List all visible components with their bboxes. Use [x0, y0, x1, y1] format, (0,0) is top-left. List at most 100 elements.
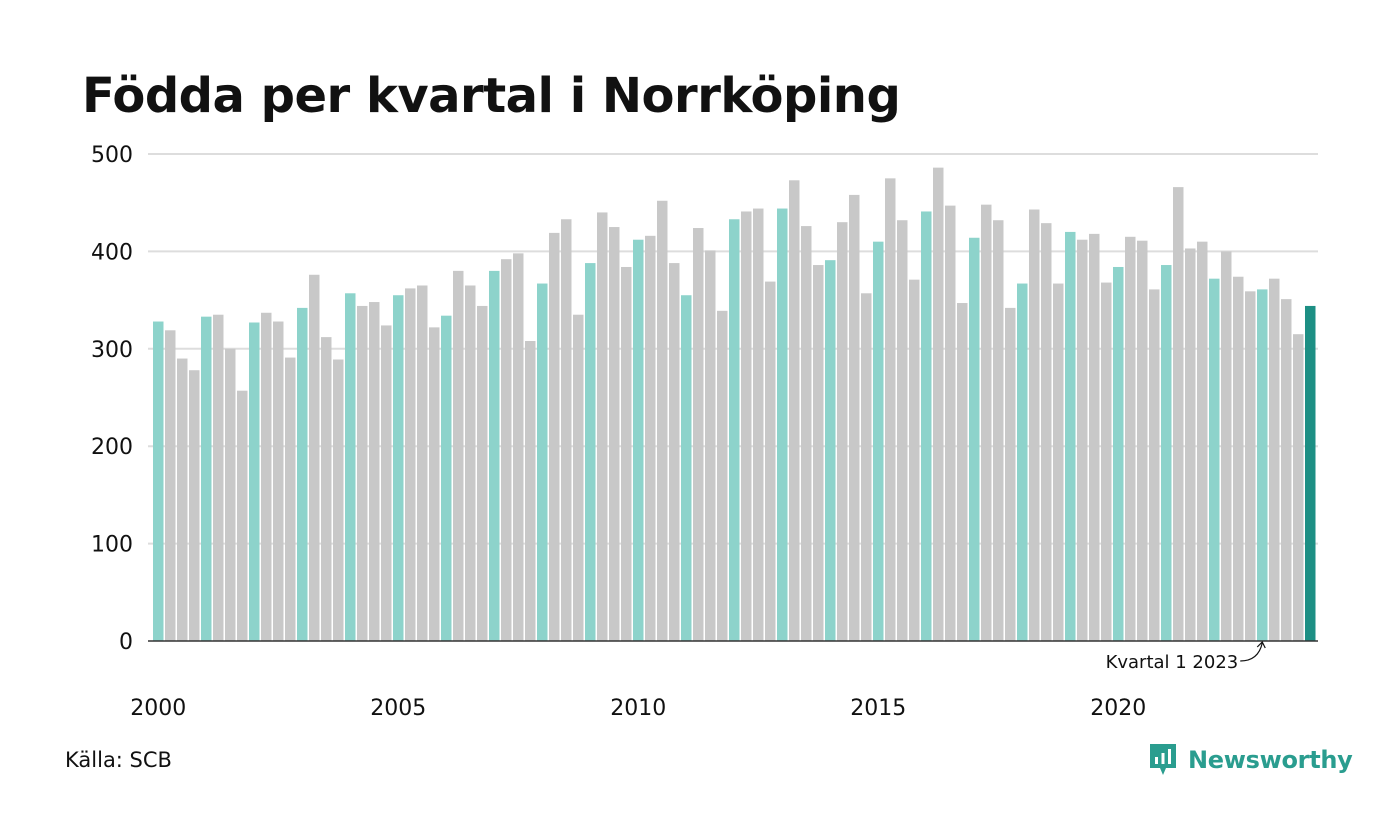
bar-2014-q3 [849, 194, 860, 641]
bar-2018-q4 [1053, 283, 1064, 641]
x-tick-label: 2010 [610, 696, 666, 721]
bar-2001-q2 [213, 314, 224, 641]
bar-2018-q3 [1041, 223, 1052, 642]
y-tick-label: 200 [91, 435, 133, 460]
bar-2005-q2 [405, 288, 416, 641]
bar-2016-q2 [933, 167, 944, 642]
y-axis-ticks: 0 100 200 300 400 500 [91, 143, 133, 655]
bar-2003-q2 [309, 274, 320, 641]
bar-2018-q2 [1029, 209, 1040, 641]
bar-2007-q4 [525, 341, 536, 641]
bar-2009-q3 [609, 227, 620, 642]
bar-2015-q1 [873, 241, 884, 641]
y-tick-label: 0 [119, 630, 133, 655]
bar-2020-q3 [1137, 240, 1148, 641]
bar-2010-q1 [633, 239, 644, 641]
bar-2015-q4 [909, 279, 920, 641]
bar-2000-q2 [165, 330, 176, 641]
bar-2005-q4 [429, 327, 440, 641]
bar-2002-q1 [249, 322, 260, 641]
bar-2003-q4 [333, 359, 344, 641]
bar-2017-q2 [981, 204, 992, 641]
bar-2003-q1 [297, 307, 308, 641]
y-tick-label: 400 [91, 240, 133, 265]
bar-2022-q1 [1209, 278, 1220, 641]
bar-2012-q1 [729, 219, 740, 641]
y-tick-label: 500 [91, 143, 133, 168]
bar-2000-q1 [153, 321, 164, 641]
bar-2021-q1 [1161, 265, 1172, 641]
bar-2023-q4 [1293, 334, 1304, 641]
bar-2014-q4 [861, 293, 872, 641]
bar-2005-q1 [393, 295, 404, 641]
bar-2010-q2 [645, 235, 656, 642]
source-label: Källa: SCB [65, 748, 172, 772]
bar-2014-q1 [825, 260, 836, 641]
bar-2021-q3 [1185, 248, 1196, 641]
bar-2006-q4 [477, 305, 488, 641]
bar-2001-q1 [201, 316, 212, 641]
bar-2012-q2 [741, 211, 752, 641]
y-tick-label: 300 [91, 338, 133, 363]
bar-2008-q3 [561, 219, 572, 641]
bar-2006-q2 [453, 270, 464, 641]
bar-2015-q2 [885, 178, 896, 641]
bar-2019-q3 [1089, 233, 1100, 642]
bar-2017-q1 [969, 237, 980, 641]
bar-2009-q2 [597, 212, 608, 641]
bar-2023-q1 [1257, 289, 1268, 641]
bar-2022-q2 [1221, 251, 1232, 641]
bar-2002-q4 [285, 357, 296, 641]
bar-2000-q4 [189, 370, 200, 641]
bar-2003-q3 [321, 337, 332, 641]
x-axis-ticks: 2000 2005 2010 2015 2020 [130, 696, 1146, 721]
bar-2012-q4 [765, 281, 776, 641]
newsworthy-logo-icon [1150, 744, 1176, 775]
bar-2013-q4 [813, 265, 824, 641]
bar-2020-q4 [1149, 289, 1160, 641]
bar-2008-q2 [549, 232, 560, 642]
bar-2023-q2 [1269, 278, 1280, 641]
bar-2002-q3 [273, 321, 284, 641]
bar-2015-q3 [897, 220, 908, 641]
bar-2005-q3 [417, 285, 428, 641]
bar-2004-q3 [369, 302, 380, 641]
bars [153, 167, 1316, 642]
bar-2010-q4 [669, 263, 680, 641]
bar-2004-q4 [381, 325, 392, 641]
bar-2013-q1 [777, 208, 788, 641]
bar-2020-q2 [1125, 236, 1136, 642]
bar-2024-q1 [1305, 305, 1316, 641]
y-tick-label: 100 [91, 533, 133, 558]
bar-2009-q1 [585, 263, 596, 641]
bar-2013-q3 [801, 226, 812, 642]
bar-2017-q3 [993, 220, 1004, 641]
bar-2020-q1 [1113, 266, 1124, 641]
bar-2001-q3 [225, 348, 236, 641]
chart-title: Födda per kvartal i Norrköping [82, 68, 901, 124]
bar-2012-q3 [753, 208, 764, 641]
bar-2011-q3 [705, 250, 716, 641]
bar-2002-q2 [261, 312, 272, 641]
bar-2019-q2 [1077, 239, 1088, 641]
x-tick-label: 2020 [1090, 696, 1146, 721]
bar-2013-q2 [789, 180, 800, 641]
x-tick-label: 2015 [850, 696, 906, 721]
x-tick-label: 2005 [370, 696, 426, 721]
bar-2004-q2 [357, 305, 368, 641]
bar-2011-q2 [693, 228, 704, 642]
bar-2019-q1 [1065, 231, 1076, 642]
bar-2017-q4 [1005, 307, 1016, 641]
bar-2007-q2 [501, 259, 512, 641]
bar-2010-q3 [657, 200, 668, 641]
annotation-label: Kvartal 1 2023 [1106, 652, 1239, 673]
bar-2006-q3 [465, 285, 476, 641]
bar-2016-q1 [921, 211, 932, 641]
bar-2022-q4 [1245, 291, 1256, 641]
bar-2007-q3 [513, 253, 524, 641]
annotation-arrow [1240, 640, 1266, 662]
brand-name: Newsworthy [1188, 746, 1353, 774]
bar-2018-q1 [1017, 283, 1028, 641]
bar-2021-q2 [1173, 187, 1184, 641]
